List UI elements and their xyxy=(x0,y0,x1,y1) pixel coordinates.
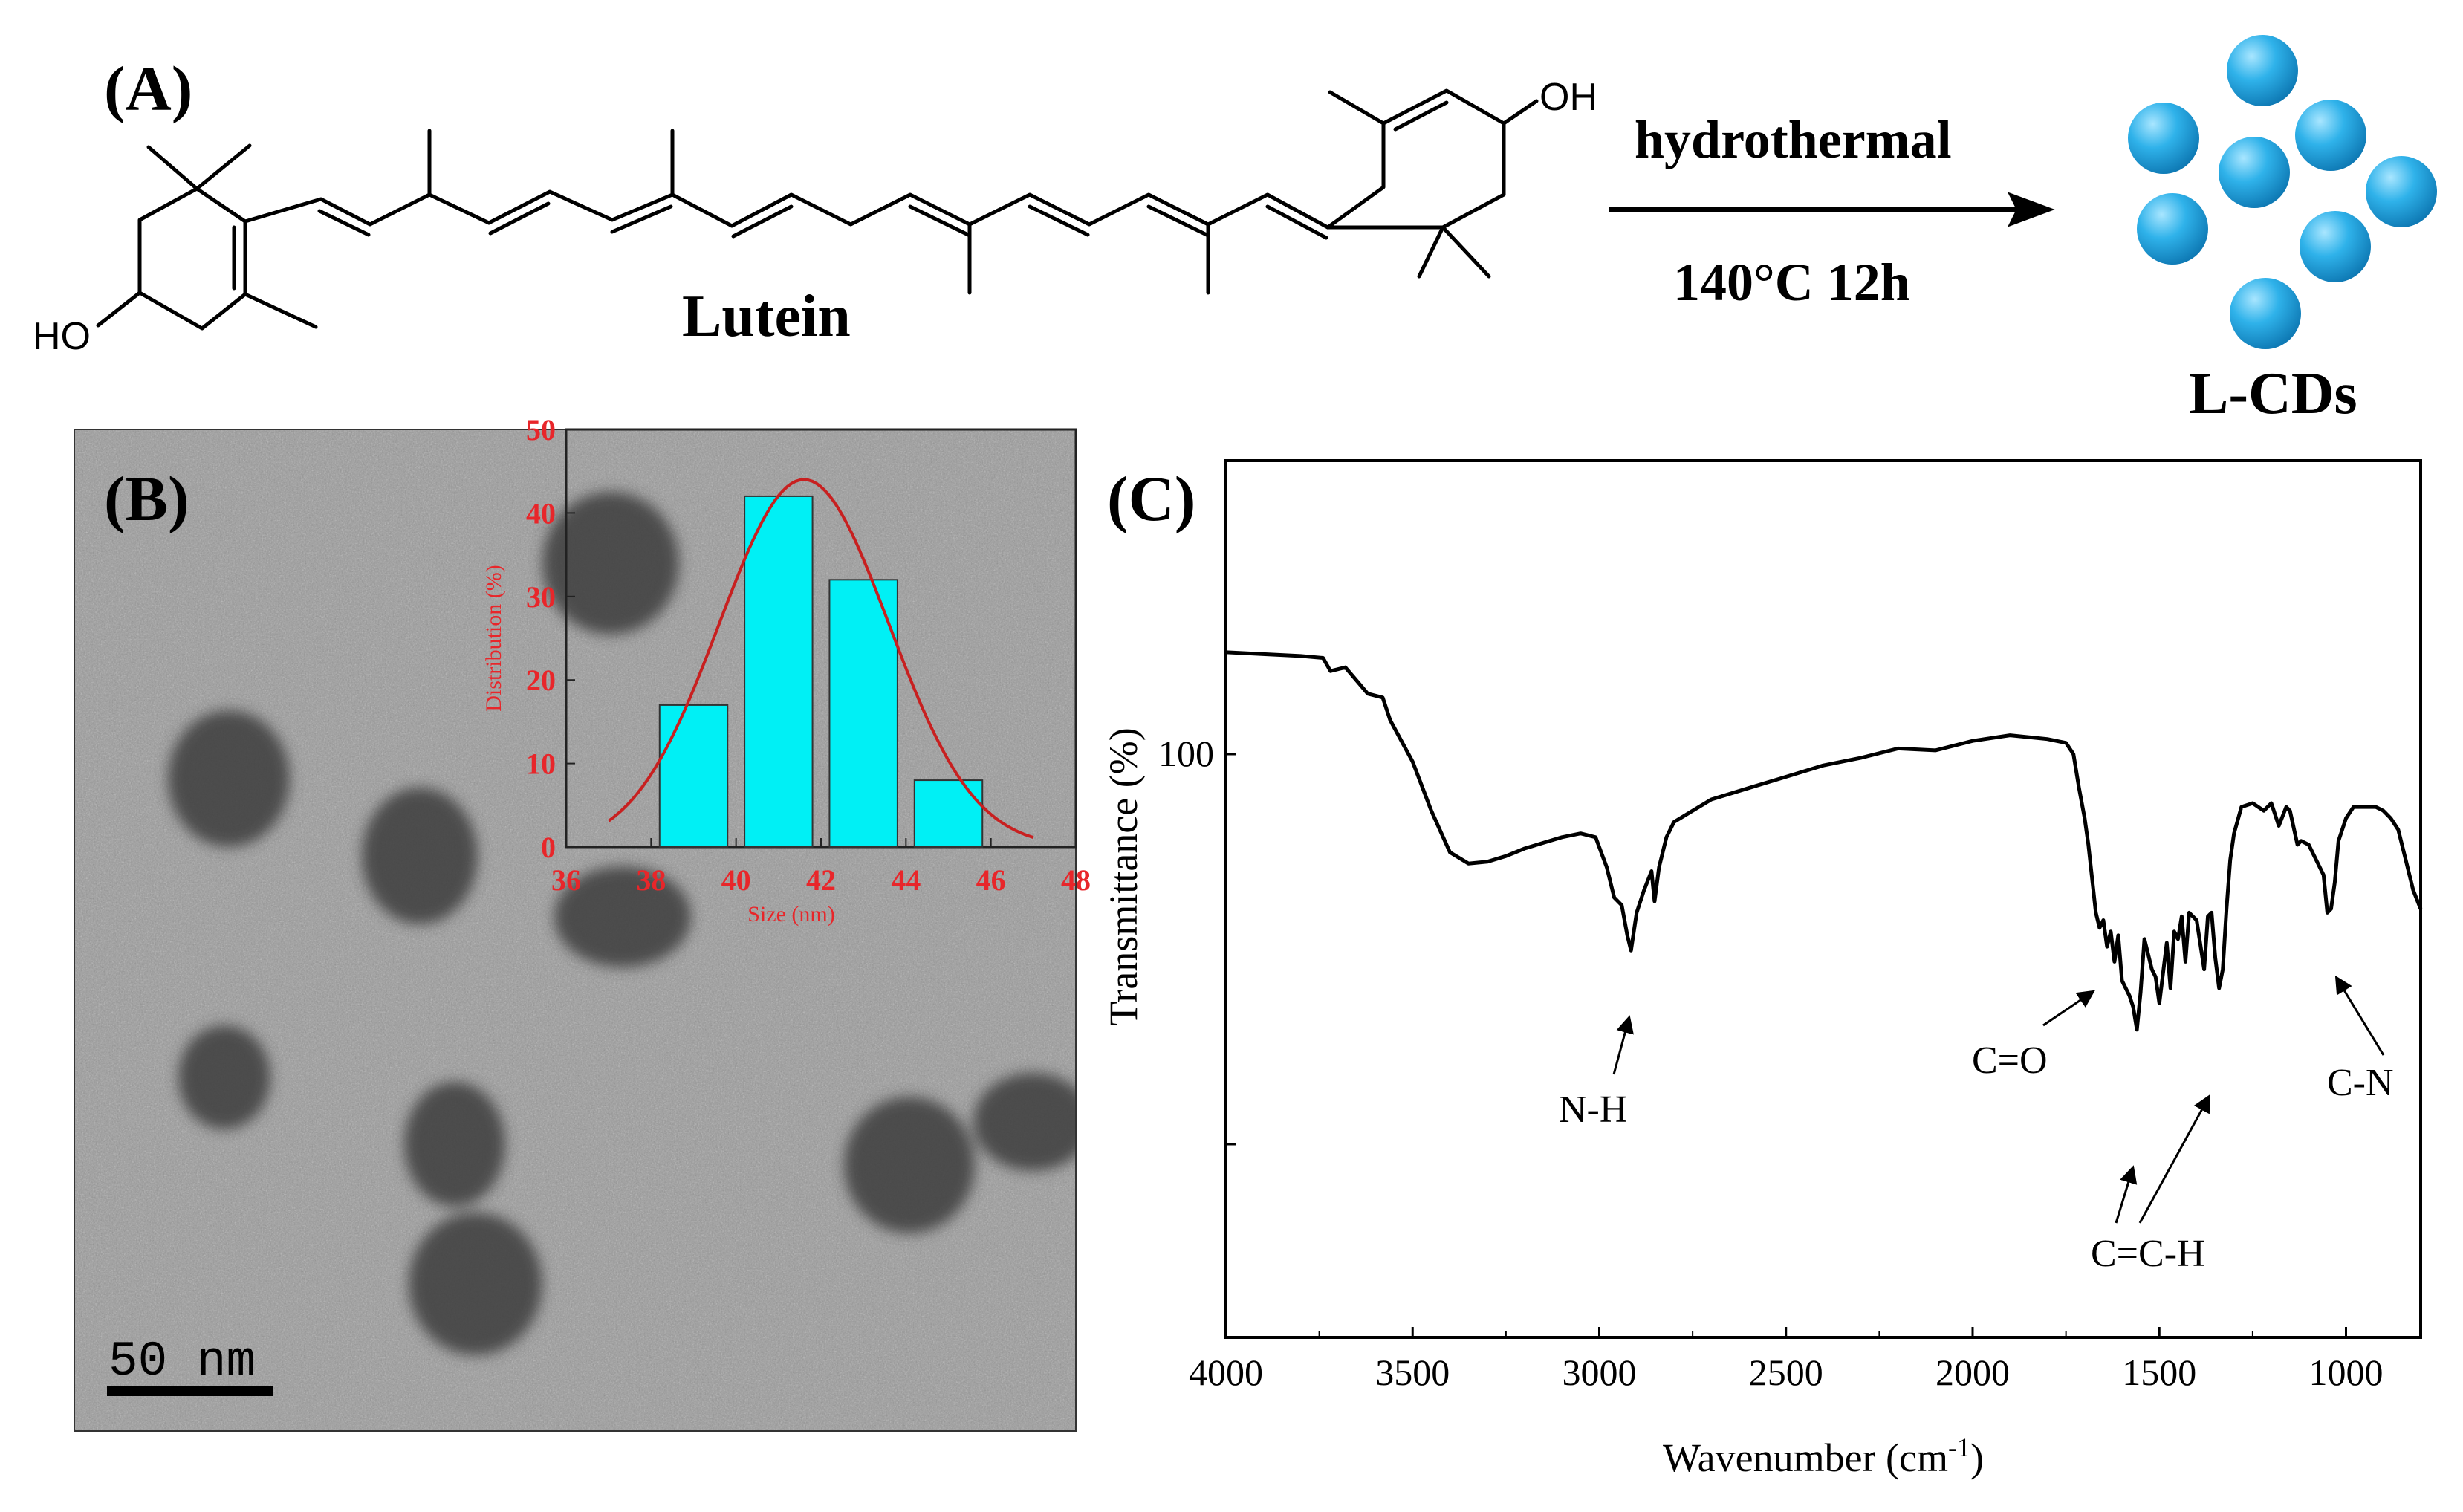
ftir-plot-frame xyxy=(1224,459,2422,1339)
co-arrow xyxy=(2042,990,2095,1027)
carbon-dot xyxy=(2137,193,2208,265)
size-distribution-inset: 36 38 40 42 44 46 48 0 10 20 30 40 50 Size (nm) Distri… xyxy=(481,413,1091,927)
peak-annotations xyxy=(1612,975,2385,1224)
inset-y-axis-label: Distribution (%) xyxy=(481,565,506,711)
right-hydroxyl: OH xyxy=(1539,76,1597,119)
inset-x-tick-label: 48 xyxy=(1061,863,1091,897)
inset-y-tick-label: 50 xyxy=(526,413,556,447)
nanoparticle xyxy=(178,1025,270,1129)
inset-y-tick-label: 10 xyxy=(526,747,556,781)
panel-c: (C) 4000 3500 3000 2500 2000 1500 1000 100 Waven… xyxy=(1101,459,2423,1480)
reaction-condition-top: hydrothermal xyxy=(1635,110,1952,169)
inset-x-tick-label: 42 xyxy=(806,863,836,897)
ftir-y-axis-label: Transmittance (%) xyxy=(1101,727,1146,1025)
cn-arrow xyxy=(2334,975,2385,1056)
carbon-dots-illustration xyxy=(2128,35,2437,349)
inset-x-tick-label: 46 xyxy=(976,863,1006,897)
inset-x-tick-label: 38 xyxy=(636,863,666,897)
panel-a: (A) xyxy=(33,35,2437,426)
left-hydroxyl: HO xyxy=(33,315,91,358)
panel-b-label: (B) xyxy=(104,463,189,534)
ftir-spectrum-line xyxy=(1225,650,2423,1032)
carbon-dot xyxy=(2227,35,2298,106)
panel-a-label: (A) xyxy=(104,53,192,124)
panel-b: (B) 50 nm 36 38 40 42 44 46 48 0 10 20 30 40 50 Size … xyxy=(74,413,1091,1432)
histogram-bar xyxy=(658,704,729,848)
nanoparticle xyxy=(973,1073,1076,1171)
histogram-bar xyxy=(744,495,814,848)
carbon-dot xyxy=(2295,100,2366,171)
cch-arrow-1 xyxy=(2115,1165,2138,1224)
nh-arrow xyxy=(1612,1015,1634,1075)
lutein-structure xyxy=(96,88,1539,331)
ftir-x-tick-label: 3500 xyxy=(1375,1352,1450,1393)
annotation-cn: C-N xyxy=(2327,1062,2394,1104)
carbon-dot xyxy=(2230,278,2301,349)
ftir-y-tick-label: 100 xyxy=(1158,733,1214,774)
carbon-dot xyxy=(2300,211,2371,282)
ftir-x-tick-label: 4000 xyxy=(1189,1352,1263,1393)
ftir-x-tick-label: 3000 xyxy=(1563,1352,1637,1393)
inset-x-axis-label: Size (nm) xyxy=(747,902,834,927)
histogram-bar xyxy=(828,579,898,848)
product-label: L-CDs xyxy=(2189,361,2357,426)
gaussian-fit-curve xyxy=(608,478,1034,839)
inset-y-tick-label: 30 xyxy=(526,580,556,614)
nanoparticle xyxy=(168,710,290,847)
scale-bar-label: 50 nm xyxy=(108,1334,256,1389)
panel-c-label: (C) xyxy=(1107,463,1195,534)
reaction-condition-bottom: 140°C 12h xyxy=(1673,253,1910,312)
histogram-bar xyxy=(913,779,984,848)
ftir-x-axis-label: Wavenumber (cm-1) xyxy=(1663,1432,1984,1480)
nanoparticle xyxy=(844,1097,975,1233)
annotation-cch: C=C-H xyxy=(2091,1233,2205,1275)
tem-nanoparticles xyxy=(168,492,1076,1355)
carbon-dot xyxy=(2366,156,2437,227)
reaction-arrow-head xyxy=(2007,192,2055,227)
inset-y-tick-label: 40 xyxy=(526,496,556,530)
molecule-name: Lutein xyxy=(682,284,851,349)
inset-x-tick-label: 40 xyxy=(721,863,751,897)
nanoparticle xyxy=(409,1213,542,1355)
nanoparticle xyxy=(362,788,478,924)
ftir-x-tick-label: 1000 xyxy=(2309,1352,2384,1393)
inset-y-tick-label: 0 xyxy=(541,831,556,864)
carbon-dot xyxy=(2128,103,2199,174)
annotation-nh: N-H xyxy=(1559,1088,1627,1131)
nanoparticle xyxy=(542,492,679,635)
inset-x-tick-label: 44 xyxy=(891,863,921,897)
ftir-x-tick-label: 2000 xyxy=(1935,1352,2010,1393)
nanoparticle xyxy=(404,1082,505,1207)
inset-x-tick-label: 36 xyxy=(551,863,581,897)
ftir-axes: 4000 3500 3000 2500 2000 1500 1000 100 Wavenumbe… xyxy=(1101,727,2384,1480)
ftir-x-tick-label: 2500 xyxy=(1749,1352,1823,1393)
nanoparticle xyxy=(554,866,691,967)
ftir-x-tick-label: 1500 xyxy=(2122,1352,2196,1393)
carbon-dot xyxy=(2219,137,2290,208)
ftir-trace-group xyxy=(1225,650,2423,1032)
cch-arrow-2 xyxy=(2138,1094,2210,1224)
inset-y-tick-label: 20 xyxy=(526,663,556,697)
annotation-co: C=O xyxy=(1972,1039,2048,1082)
